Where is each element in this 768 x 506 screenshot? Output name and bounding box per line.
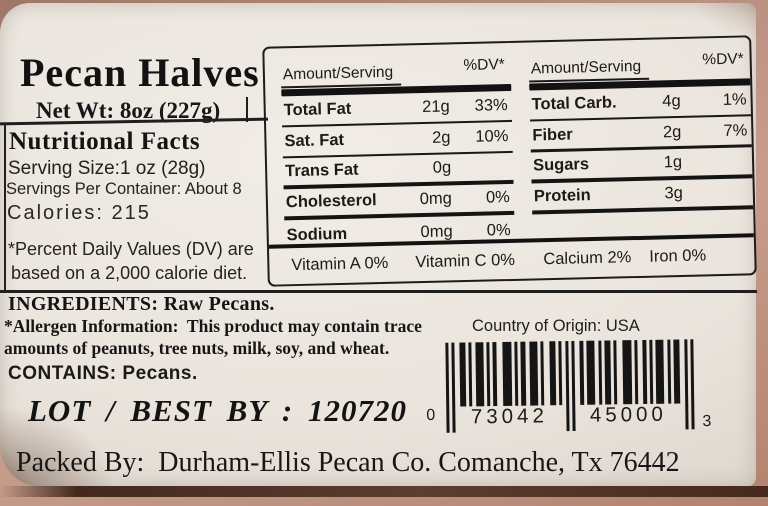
facts-panel-title: Nutritional Facts bbox=[9, 128, 201, 155]
nutrient-name: Protein bbox=[533, 186, 591, 206]
nutrient-dv bbox=[682, 161, 752, 163]
calcium-value: Calcium 2% bbox=[543, 248, 632, 269]
header-amount-serving: Amount/Serving bbox=[280, 63, 402, 89]
column-header: Amount/Serving %DV* bbox=[528, 43, 750, 83]
nutrient-amount: 2g bbox=[662, 122, 682, 141]
product-label: Pecan Halves Net Wt: 8oz (227g) Nutritio… bbox=[0, 3, 757, 487]
section-divider bbox=[0, 290, 757, 293]
nutrient-amount: 21g bbox=[421, 97, 450, 117]
nutrition-table: Amount/Serving %DV* Total Fat 21g 33% Sa… bbox=[262, 35, 757, 287]
nutrient-name: Sat. Fat bbox=[284, 130, 345, 151]
allergen-line2: amounts of peanuts, tree nuts, milk, soy… bbox=[4, 338, 390, 358]
country-of-origin: Country of Origin: USA bbox=[472, 317, 640, 335]
nutrient-dv bbox=[451, 166, 513, 167]
barcode-bars bbox=[445, 339, 697, 433]
barcode-number-system-digit: 0 bbox=[426, 406, 436, 425]
title-box-corner-line bbox=[246, 97, 248, 122]
servings-per-container: Servings Per Container: About 8 bbox=[6, 180, 242, 198]
nutrient-amount: 0mg bbox=[419, 189, 453, 209]
packed-by-text: Packed By: Durham-Ellis Pecan Co. Comanc… bbox=[16, 447, 680, 478]
nutrient-name: Sugars bbox=[532, 155, 590, 175]
product-title: Pecan Halves bbox=[20, 50, 260, 95]
nutrient-dv: 33% bbox=[474, 96, 508, 115]
nutrient-name: Trans Fat bbox=[284, 160, 359, 181]
header-amount-serving: Amount/Serving bbox=[528, 57, 650, 83]
nutrient-amount: 1g bbox=[663, 152, 683, 172]
calories: Calories: 215 bbox=[7, 202, 151, 224]
barcode-check-digit: 3 bbox=[702, 413, 712, 431]
nutrient-amount: 0g bbox=[432, 158, 452, 177]
dv-footnote-line1: *Percent Daily Values (DV) are bbox=[8, 239, 254, 259]
header-dv: %DV* bbox=[702, 50, 744, 69]
nutrient-name: Cholesterol bbox=[285, 191, 377, 212]
column-header: Amount/Serving %DV* bbox=[280, 49, 511, 89]
facts-panel-left-border bbox=[4, 124, 6, 291]
nutrient-dv: 0% bbox=[485, 188, 511, 207]
nutrient-dv: 1% bbox=[722, 90, 747, 109]
vitamin-c-value: Vitamin C 0% bbox=[415, 250, 516, 272]
label-edge-shadow bbox=[0, 486, 768, 497]
ingredients-text: INGREDIENTS: Raw Pecans. bbox=[8, 293, 275, 315]
lot-best-by: LOT / BEST BY : 120720 bbox=[28, 393, 407, 428]
nutrient-amount: 3g bbox=[664, 183, 684, 203]
dv-footnote-line2: based on a 2,000 calorie diet. bbox=[11, 263, 248, 283]
vitamin-a-value: Vitamin A 0% bbox=[291, 253, 389, 275]
barcode-left-digits: 73042 bbox=[470, 404, 549, 429]
serving-size: Serving Size:1 oz (28g) bbox=[8, 158, 206, 179]
contains-text: CONTAINS: Pecans. bbox=[8, 363, 198, 384]
barcode-right-digits: 45000 bbox=[589, 402, 668, 427]
nutrient-dv bbox=[683, 192, 753, 194]
nutrient-amount: 4g bbox=[662, 91, 681, 111]
net-weight: Net Wt: 8oz (227g) bbox=[36, 98, 221, 123]
nutrient-dv: 7% bbox=[723, 120, 748, 140]
nutrient-name: Fiber bbox=[532, 125, 573, 144]
nutrient-dv: 10% bbox=[475, 127, 509, 146]
upc-barcode: 0 73042 45000 3 bbox=[426, 339, 712, 437]
nutrient-name: Total Carb. bbox=[531, 93, 617, 114]
header-dv: %DV* bbox=[463, 56, 505, 75]
allergen-line1: *Allergen Information: This product may … bbox=[4, 316, 422, 336]
nutrient-amount: 2g bbox=[431, 128, 451, 147]
iron-value: Iron 0% bbox=[649, 246, 707, 266]
nutrient-name: Total Fat bbox=[283, 99, 352, 120]
